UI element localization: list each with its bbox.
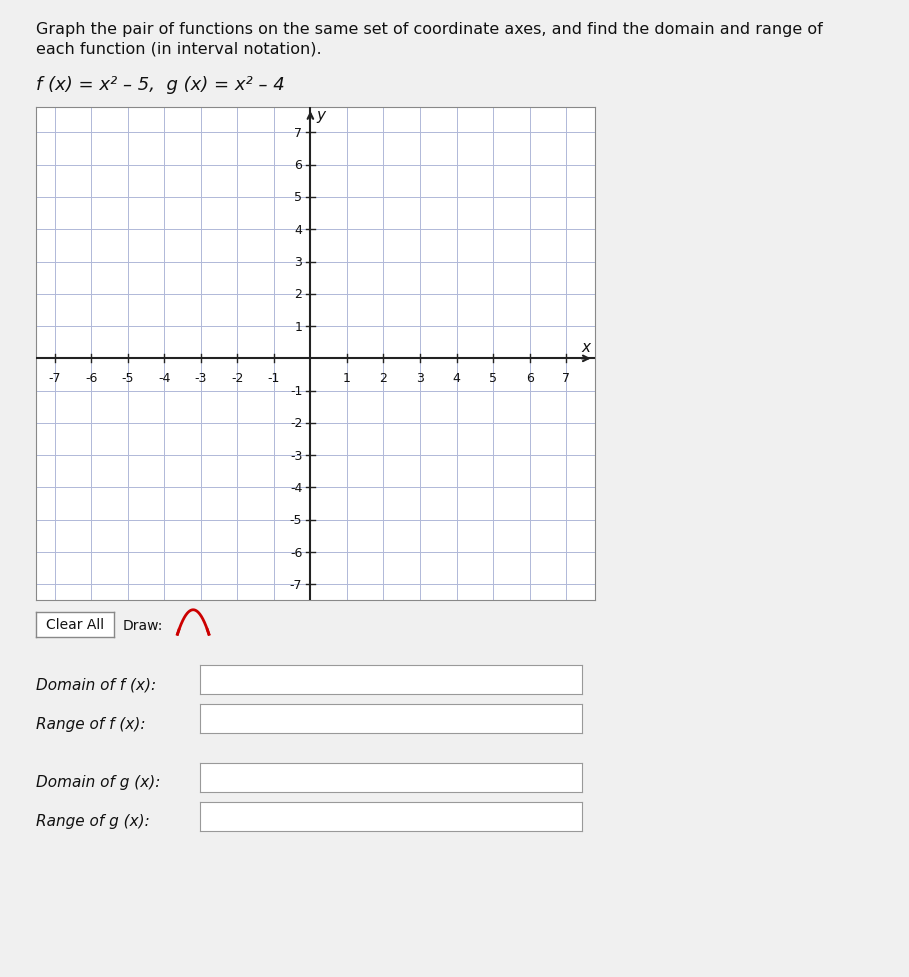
Text: 4: 4 [295, 224, 303, 236]
Text: -3: -3 [290, 449, 303, 462]
Text: 6: 6 [525, 371, 534, 384]
Text: 2: 2 [295, 288, 303, 301]
Text: 4: 4 [453, 371, 461, 384]
Text: each function (in interval notation).: each function (in interval notation). [36, 42, 322, 57]
Text: -6: -6 [85, 371, 97, 384]
Text: 7: 7 [562, 371, 570, 384]
Text: -5: -5 [290, 514, 303, 527]
Text: Graph the pair of functions on the same set of coordinate axes, and find the dom: Graph the pair of functions on the same … [36, 22, 824, 37]
Text: 1: 1 [295, 320, 303, 333]
Text: x: x [582, 339, 591, 355]
Text: Clear All: Clear All [46, 617, 104, 632]
Text: 6: 6 [295, 159, 303, 172]
Text: Draw:: Draw: [123, 618, 163, 632]
Text: 5: 5 [295, 191, 303, 204]
Text: Domain of g (x):: Domain of g (x): [36, 775, 161, 789]
Text: -2: -2 [290, 417, 303, 430]
Text: 2: 2 [380, 371, 387, 384]
Text: -3: -3 [195, 371, 207, 384]
Text: 7: 7 [295, 127, 303, 140]
Text: 5: 5 [489, 371, 497, 384]
Text: -7: -7 [48, 371, 61, 384]
Text: -6: -6 [290, 546, 303, 559]
Text: -1: -1 [267, 371, 280, 384]
Text: -4: -4 [158, 371, 170, 384]
Text: Range of f (x):: Range of f (x): [36, 716, 145, 731]
Text: -1: -1 [290, 385, 303, 398]
Text: y: y [316, 108, 325, 123]
Text: 1: 1 [343, 371, 351, 384]
Text: -2: -2 [231, 371, 244, 384]
Text: 3: 3 [295, 256, 303, 269]
Text: 3: 3 [416, 371, 424, 384]
Text: -4: -4 [290, 482, 303, 494]
Text: Domain of f (x):: Domain of f (x): [36, 677, 156, 692]
Text: -5: -5 [122, 371, 134, 384]
Text: f (x) = x² – 5,  g (x) = x² – 4: f (x) = x² – 5, g (x) = x² – 4 [36, 76, 285, 94]
Text: -7: -7 [290, 578, 303, 591]
Text: Range of g (x):: Range of g (x): [36, 814, 150, 828]
